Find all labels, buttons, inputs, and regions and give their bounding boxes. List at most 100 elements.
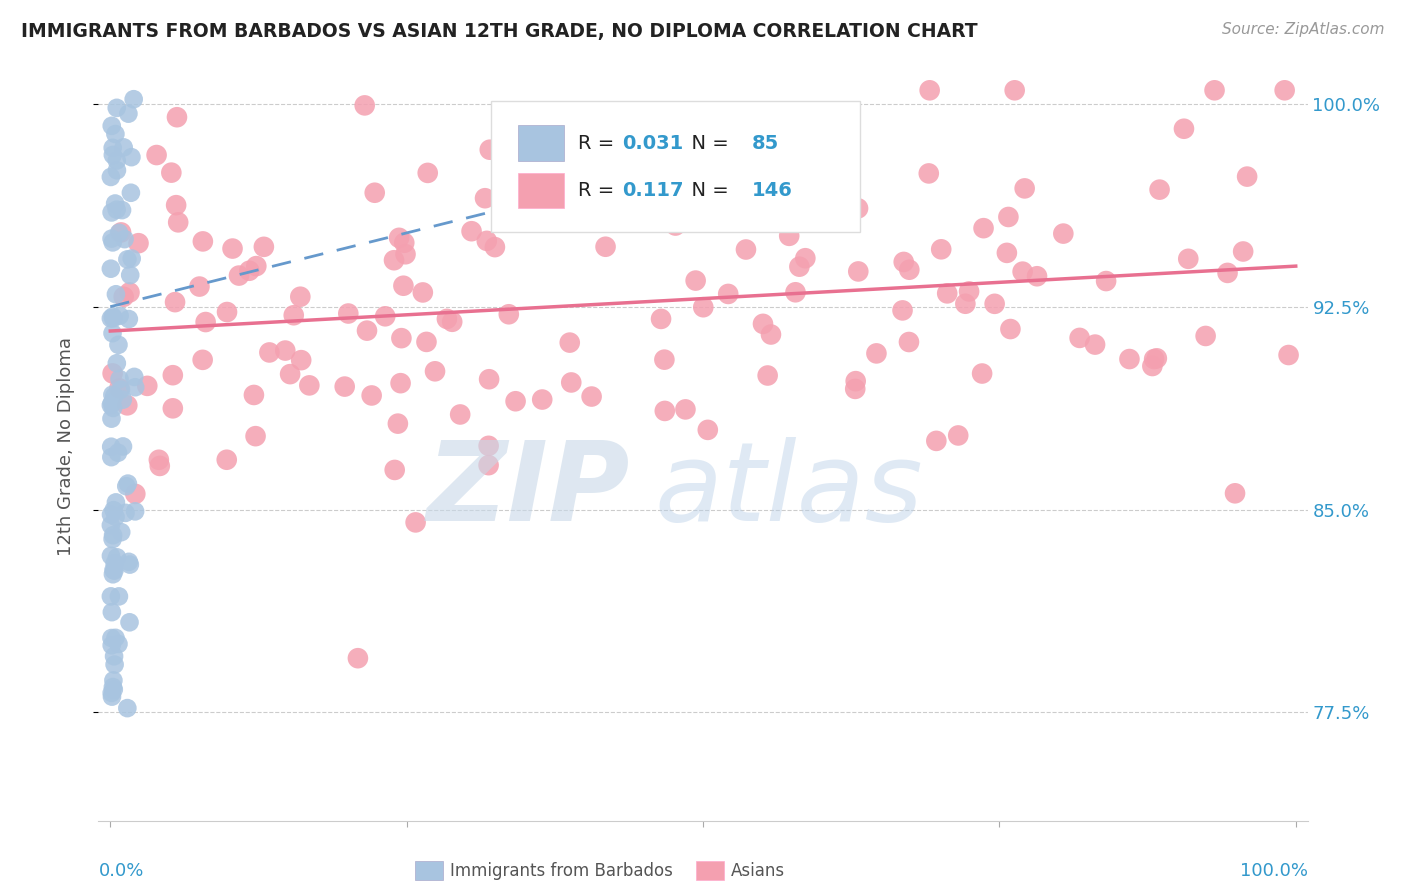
Point [374,310,396,324]
Point [478,458,501,472]
Point [387,417,409,431]
Point [274,343,297,358]
Point [112,140,135,154]
FancyBboxPatch shape [696,861,724,880]
Text: IMMIGRANTS FROM BARBADOS VS ASIAN 12TH GRADE, NO DIPLOMA CORRELATION CHART: IMMIGRANTS FROM BARBADOS VS ASIAN 12TH G… [21,22,977,41]
Point [1232,244,1254,259]
Point [104,495,127,509]
Point [806,192,828,206]
Point [283,308,305,322]
Point [1173,121,1195,136]
Point [416,166,439,180]
Point [103,563,125,577]
Point [117,252,139,267]
Point [243,388,266,402]
Point [654,352,676,367]
Point [415,334,437,349]
Point [163,295,186,310]
Point [948,428,970,442]
Point [696,423,718,437]
Y-axis label: 12th Grade, No Diploma: 12th Grade, No Diploma [56,336,75,556]
Point [136,379,159,393]
Point [1095,274,1118,288]
Point [191,235,214,249]
Point [412,285,434,300]
Point [1142,359,1164,373]
Point [389,331,412,345]
Point [114,232,136,246]
Point [995,245,1018,260]
Point [844,382,866,396]
Text: Immigrants from Barbados: Immigrants from Barbados [450,862,673,880]
Point [957,285,980,299]
Point [100,398,122,412]
Point [759,327,782,342]
Point [118,285,141,300]
Point [560,376,582,390]
Point [664,219,686,233]
Point [650,312,672,326]
Point [1069,331,1091,345]
Point [108,590,131,604]
Point [388,231,411,245]
Point [101,310,124,324]
Point [505,394,527,409]
Point [108,372,131,386]
Point [785,285,807,300]
Point [115,479,138,493]
Point [1000,322,1022,336]
Text: N =: N = [679,181,735,200]
Point [478,439,501,453]
Point [191,352,214,367]
Point [188,279,211,293]
Point [105,202,128,217]
Point [165,198,187,212]
Point [449,408,471,422]
Point [118,558,141,572]
Text: 0.0%: 0.0% [98,862,143,880]
Text: 146: 146 [751,181,792,200]
Point [215,305,238,319]
Point [117,398,139,412]
Point [118,615,141,630]
Point [972,367,994,381]
Point [101,148,124,162]
Point [114,506,136,520]
Point [478,372,501,386]
Point [1118,352,1140,367]
Point [118,312,141,326]
Point [103,649,125,664]
Point [100,549,122,563]
Text: 0.031: 0.031 [621,134,683,153]
Point [394,235,416,250]
Point [1052,227,1074,241]
Point [100,508,122,522]
Point [474,191,496,205]
Point [865,346,887,360]
Point [128,236,150,251]
Point [238,264,260,278]
Point [215,452,238,467]
Point [772,136,794,151]
Point [101,141,124,155]
Point [101,532,124,546]
Point [897,334,920,349]
Point [333,379,356,393]
Point [955,297,977,311]
Point [101,311,124,326]
Point [478,143,501,157]
Point [110,226,132,240]
FancyBboxPatch shape [517,125,564,161]
Point [160,166,183,180]
Point [1146,351,1168,366]
Text: R =: R = [578,181,621,200]
Point [794,251,817,265]
FancyBboxPatch shape [492,102,860,233]
Point [100,119,122,133]
Point [120,268,142,282]
Point [893,255,915,269]
Point [101,387,124,401]
Point [100,231,122,245]
Point [1004,83,1026,97]
Point [384,463,406,477]
